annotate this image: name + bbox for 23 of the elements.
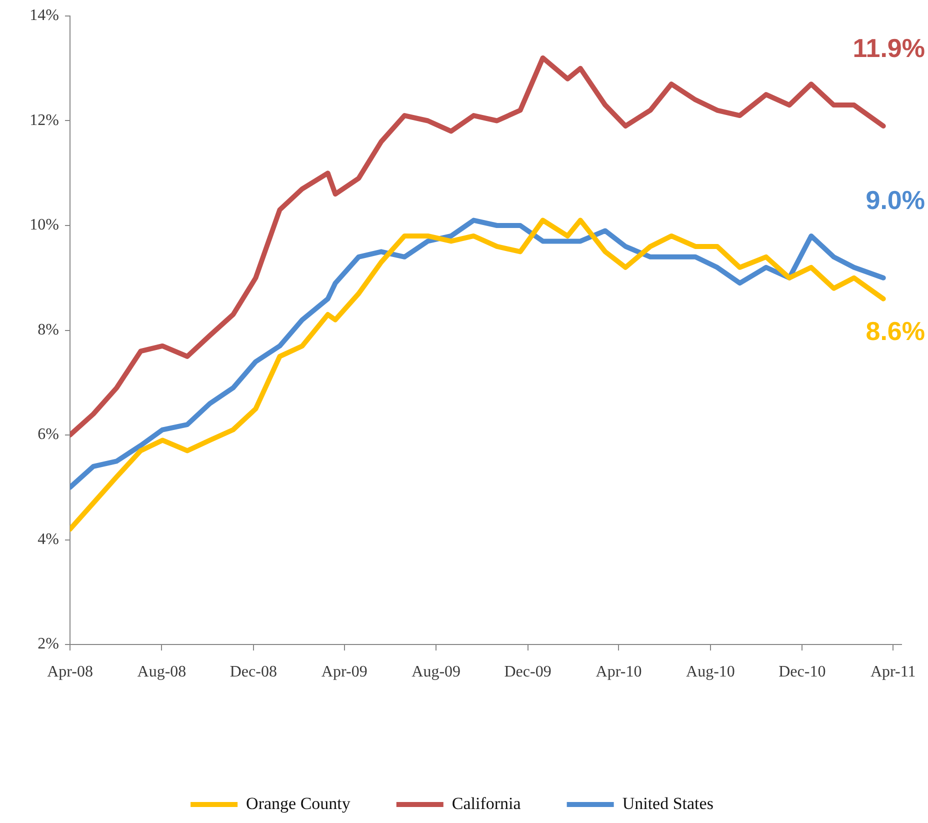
x-tick-label: Apr-11 [870,663,916,680]
y-tick-label: 2% [38,636,59,653]
x-tick-label: Apr-08 [47,663,93,680]
legend-label: Orange County [246,794,351,813]
y-tick-label: 6% [38,426,59,444]
y-tick-label: 12% [30,112,59,129]
x-tick-label: Dec-08 [230,663,277,680]
y-tick-label: 10% [30,216,59,234]
x-tick-label: Dec-09 [504,663,552,680]
legend-label: California [452,794,522,813]
data-label: 11.9% [852,33,925,64]
data-label: 8.6% [866,316,925,346]
x-tick-label: Aug-08 [137,663,186,680]
x-tick-label: Apr-09 [321,663,368,680]
y-tick-label: 14% [30,7,59,24]
x-tick-label: Aug-10 [686,663,735,680]
data-label: 9.0% [866,185,925,216]
y-tick-label: 8% [38,321,59,338]
x-tick-label: Aug-09 [412,663,461,680]
legend-label: United States [622,794,714,813]
x-tick-label: Apr-10 [596,663,642,680]
x-tick-label: Dec-10 [778,663,826,680]
y-tick-label: 4% [38,530,59,548]
